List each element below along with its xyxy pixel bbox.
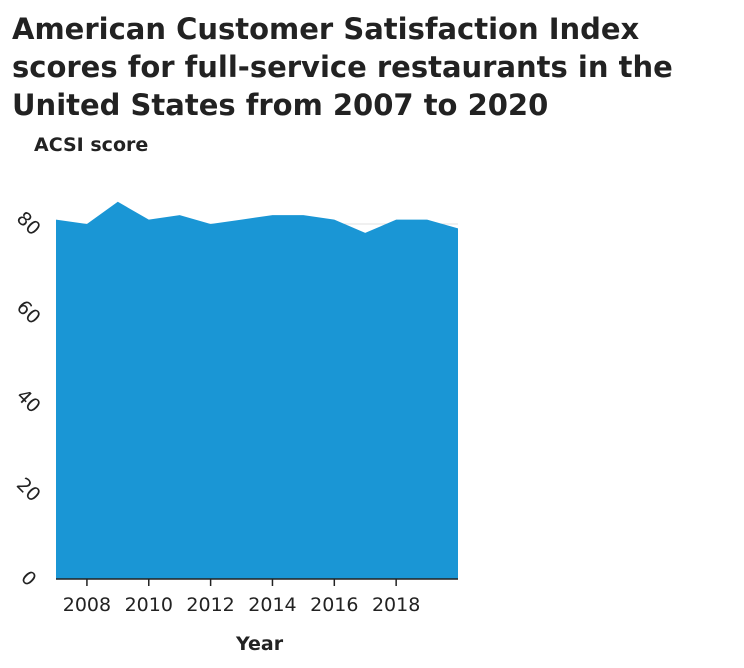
x-axis-label: Year <box>236 633 284 655</box>
x-tick-label: 2008 <box>63 594 111 616</box>
y-tick-label: 40 <box>12 385 45 418</box>
x-axis-ticks: 2008 2010 2012 2014 2016 2018 <box>63 579 420 616</box>
x-tick-label: 2016 <box>310 594 358 616</box>
area-series <box>56 201 458 580</box>
x-tick-label: 2012 <box>186 594 234 616</box>
y-tick-label: 80 <box>12 207 45 240</box>
y-tick-label: 60 <box>12 296 45 329</box>
y-tick-label: 20 <box>12 474 45 507</box>
x-tick-label: 2018 <box>372 594 420 616</box>
y-tick-label: 0 <box>16 567 40 591</box>
y-axis-label: ACSI score <box>34 134 149 156</box>
x-tick-label: 2010 <box>125 594 173 616</box>
chart-title: American Customer Satisfaction Index sco… <box>12 12 673 122</box>
y-axis-ticks: 0 20 40 60 80 <box>12 207 45 590</box>
x-tick-label: 2014 <box>248 594 296 616</box>
